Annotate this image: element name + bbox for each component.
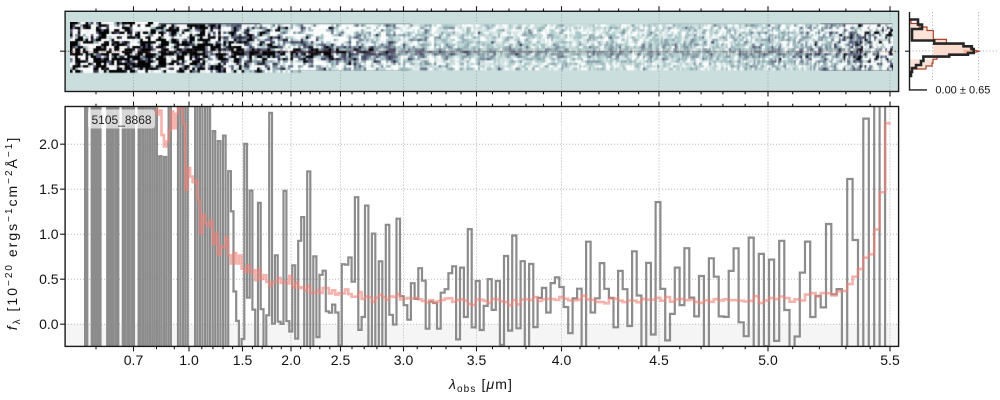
svg-text:1.0: 1.0 xyxy=(39,226,59,242)
svg-text:2.0: 2.0 xyxy=(281,352,301,368)
svg-text:1.0: 1.0 xyxy=(179,352,199,368)
svg-text:0.0: 0.0 xyxy=(39,316,59,332)
svg-text:5.0: 5.0 xyxy=(758,352,778,368)
svg-text:4.5: 4.5 xyxy=(649,352,669,368)
svg-text:5.5: 5.5 xyxy=(880,352,900,368)
svg-text:4.0: 4.0 xyxy=(552,352,572,368)
svg-text:5105_8868: 5105_8868 xyxy=(92,113,152,127)
svg-text:0.00 ± 0.65: 0.00 ± 0.65 xyxy=(935,84,990,96)
svg-text:1.5: 1.5 xyxy=(233,352,253,368)
svg-text:3.5: 3.5 xyxy=(467,352,487,368)
svg-text:0.7: 0.7 xyxy=(124,352,144,368)
svg-text:2.0: 2.0 xyxy=(39,136,59,152)
svg-text:3.0: 3.0 xyxy=(394,352,414,368)
svg-text:2.5: 2.5 xyxy=(331,352,351,368)
svg-text:0.5: 0.5 xyxy=(39,271,59,287)
svg-text:fλ [10−20 ergs−1cm−2Å−1]: fλ [10−20 ergs−1cm−2Å−1] xyxy=(4,136,23,330)
svg-text:λobs [μm]: λobs [μm] xyxy=(448,376,513,395)
svg-text:1.5: 1.5 xyxy=(39,181,59,197)
